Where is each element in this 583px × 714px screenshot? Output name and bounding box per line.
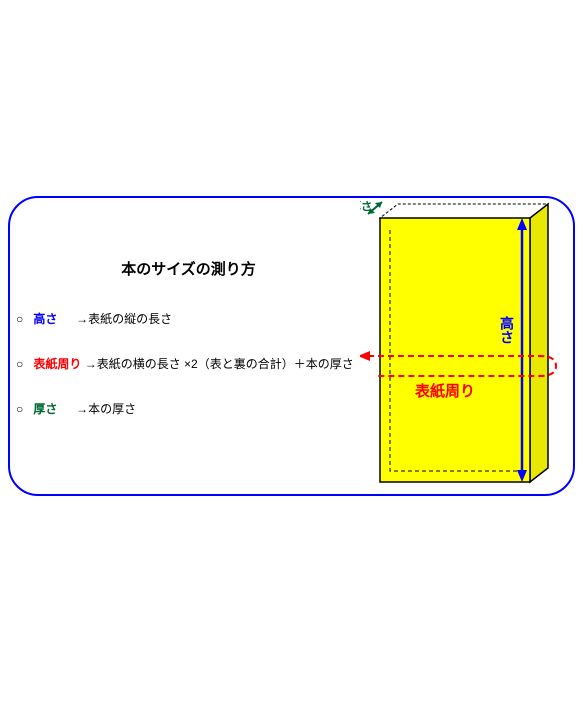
book-svg: 厚さ 高さ 表紙周り [360, 196, 577, 496]
bullet-icon: ○ [16, 311, 30, 328]
book-top-face [380, 204, 548, 218]
term-thickness: 厚さ [33, 402, 57, 416]
thickness-label: 厚さ [360, 200, 372, 213]
row-perimeter: ○ 表紙周り →表紙の横の長さ ×2（表と裏の合計）＋本の厚さ [16, 356, 361, 373]
desc-height: →表紙の縦の長さ [76, 312, 172, 326]
perimeter-label: 表紙周り [415, 382, 475, 400]
bullet-icon: ○ [16, 401, 30, 418]
spacer [61, 402, 73, 416]
info-panel: 本のサイズの測り方 ○ 高さ →表紙の縦の長さ ○ 表紙周り →表紙の横の長さ … [8, 196, 575, 496]
desc-thickness: →本の厚さ [76, 402, 136, 416]
diagram-title: 本のサイズの測り方 [16, 258, 361, 279]
height-label: 高さ [499, 315, 515, 344]
perimeter-arrowhead [360, 351, 370, 361]
book-diagram: 厚さ 高さ 表紙周り [360, 196, 577, 496]
book-side-face [530, 204, 548, 482]
text-column: 本のサイズの測り方 ○ 高さ →表紙の縦の長さ ○ 表紙周り →表紙の横の長さ … [16, 258, 361, 445]
row-height: ○ 高さ →表紙の縦の長さ [16, 311, 361, 328]
row-thickness: ○ 厚さ →本の厚さ [16, 401, 361, 418]
term-perimeter: 表紙周り [33, 357, 81, 371]
bullet-icon: ○ [16, 356, 30, 373]
spacer [61, 312, 73, 326]
book-front-face [380, 218, 530, 482]
desc-perimeter: →表紙の横の長さ ×2（表と裏の合計）＋本の厚さ [85, 357, 354, 371]
term-height: 高さ [33, 312, 57, 326]
